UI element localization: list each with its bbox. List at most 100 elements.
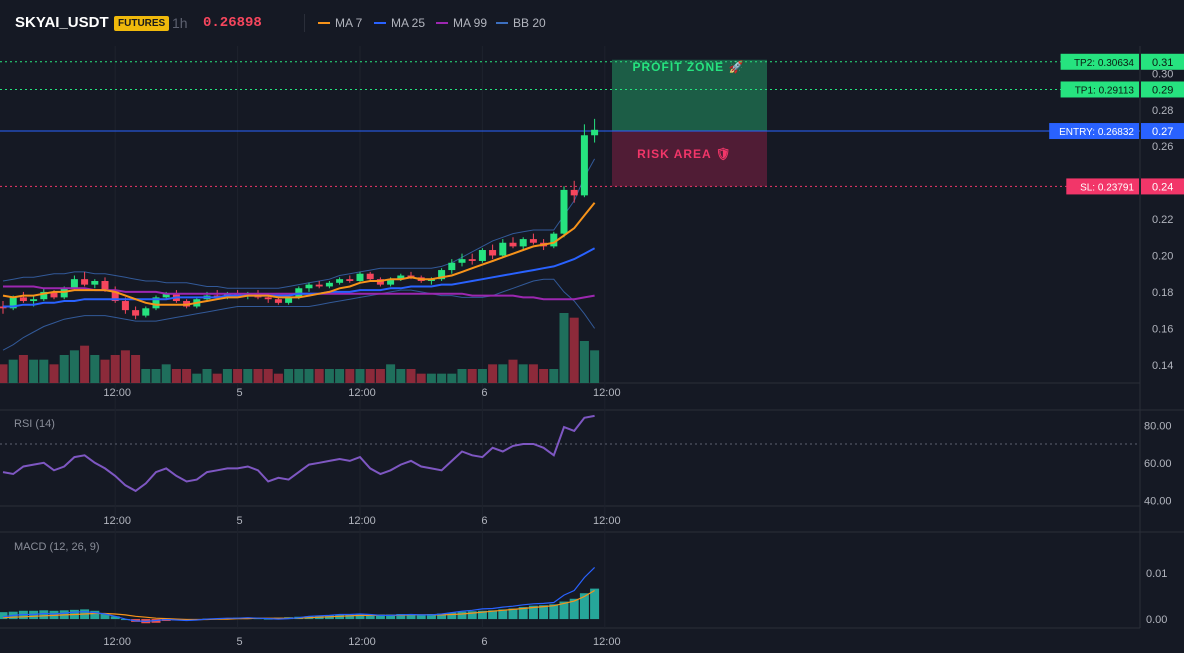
macd-histogram-bar [426, 614, 436, 620]
candle-body [142, 308, 150, 316]
volume-bar [437, 373, 447, 383]
volume-bar [467, 369, 477, 383]
volume-bar [18, 355, 28, 383]
rsi-title: RSI (14) [14, 418, 55, 430]
volume-bar [590, 350, 600, 383]
legend-ma99[interactable]: MA 99 [436, 16, 487, 30]
macd-histogram-bar [100, 613, 110, 620]
volume-bar [396, 369, 406, 383]
volume-bar [569, 317, 579, 383]
macd-histogram-bar [355, 614, 365, 620]
macd-histogram-bar [365, 614, 375, 620]
macd-time-label: 12:00 [593, 636, 621, 648]
candle-body [346, 279, 354, 281]
volume-bar [518, 364, 528, 383]
macd-tick-label: 0.00 [1146, 614, 1167, 626]
macd-histogram-bar [39, 610, 49, 620]
volume-bar [141, 369, 151, 383]
volume-bar [233, 369, 243, 383]
rsi-line [2, 414, 595, 493]
candle-body [448, 262, 456, 271]
legend-ma7[interactable]: MA 7 [318, 16, 362, 30]
futures-badge: FUTURES [114, 16, 170, 31]
axis-level-tag-bg [1141, 81, 1184, 98]
legend-bb20-label: BB 20 [513, 16, 546, 30]
legend-bb20[interactable]: BB 20 [496, 16, 546, 30]
axis-level-tick: 0.24 [1152, 181, 1173, 193]
ma99-swatch [436, 21, 448, 24]
level-tag-bg [1060, 53, 1139, 70]
legend-ma7-label: MA 7 [335, 16, 363, 30]
rsi-tick-label: 80.00 [1144, 420, 1172, 432]
price-time-label: 12:00 [103, 387, 131, 399]
chart-header: SKYAI_USDT FUTURES 1h 0.26898 MA 7 MA 25… [0, 0, 1184, 46]
volume-bar [222, 369, 232, 383]
risk-zone-label: RISK AREA 🛡 [637, 147, 732, 161]
volume-bar [345, 369, 355, 383]
candle-body [336, 279, 344, 283]
candle-body [40, 291, 48, 300]
volume-bar [171, 369, 181, 383]
macd-histogram-bar [467, 611, 477, 620]
price-tick-label: 0.14 [1152, 360, 1173, 372]
volume-bar [314, 369, 324, 383]
volume-bar [375, 369, 385, 383]
volume-bar [284, 369, 294, 383]
candle-body [458, 259, 466, 263]
volume-bar [416, 373, 426, 383]
volume-bar [90, 355, 100, 383]
macd-histogram-bar [110, 616, 120, 620]
ma7-swatch [318, 21, 330, 24]
volume-bar [498, 364, 508, 383]
volume-bar [324, 369, 334, 383]
candle-body [478, 250, 486, 261]
macd-line [2, 566, 596, 623]
candle-body [274, 299, 282, 303]
interval-selector[interactable]: 1h [172, 15, 188, 31]
macd-histogram-bar [90, 610, 100, 620]
rsi-time-label: 5 [237, 515, 243, 527]
volume-bar [355, 369, 365, 383]
candle-body [101, 280, 109, 291]
volume-bar [426, 373, 436, 383]
macd-histogram-bar [0, 612, 8, 620]
axis-level-tick: 0.29 [1152, 84, 1173, 96]
macd-histogram-bar [549, 604, 559, 620]
level-tag-bg [1066, 178, 1139, 195]
risk-zone [612, 131, 767, 187]
ma25-line [3, 247, 596, 308]
profit-zone [612, 59, 767, 132]
price-tick-label: 0.16 [1152, 323, 1173, 335]
volume-bar [406, 369, 416, 383]
price-time-label: 6 [481, 387, 487, 399]
macd-histogram-bar [437, 613, 447, 620]
candle-body [315, 284, 323, 287]
volume-bar [0, 364, 8, 383]
volume-bar [549, 369, 559, 383]
macd-title: MACD (12, 26, 9) [14, 541, 100, 553]
candle-body [519, 239, 527, 247]
symbol-name[interactable]: SKYAI_USDT [15, 14, 109, 31]
volume-bar [110, 355, 120, 383]
header-divider [304, 14, 305, 32]
candle-body [9, 297, 17, 309]
level-label-target: TP1: 0.29113 [1075, 85, 1135, 96]
price-tick-label: 0.22 [1152, 214, 1173, 226]
macd-histogram-bar [375, 614, 385, 620]
ma25-swatch [374, 21, 386, 24]
volume-bar [447, 373, 457, 383]
volume-bar [335, 369, 345, 383]
macd-histogram-bar [457, 611, 467, 620]
rsi-time-label: 12:00 [348, 515, 376, 527]
macd-time-label: 12:00 [348, 636, 376, 648]
macd-histogram-bar [396, 614, 406, 620]
macd-histogram-bar [477, 610, 487, 620]
price-tick-label: 0.28 [1152, 105, 1173, 117]
bb20-swatch [496, 21, 508, 24]
price-tick-label: 0.30 [1152, 68, 1173, 80]
volume-bar [457, 369, 467, 383]
last-price: 0.26898 [203, 15, 262, 31]
legend-ma25[interactable]: MA 25 [374, 16, 425, 30]
legend-ma25-label: MA 25 [391, 16, 426, 30]
